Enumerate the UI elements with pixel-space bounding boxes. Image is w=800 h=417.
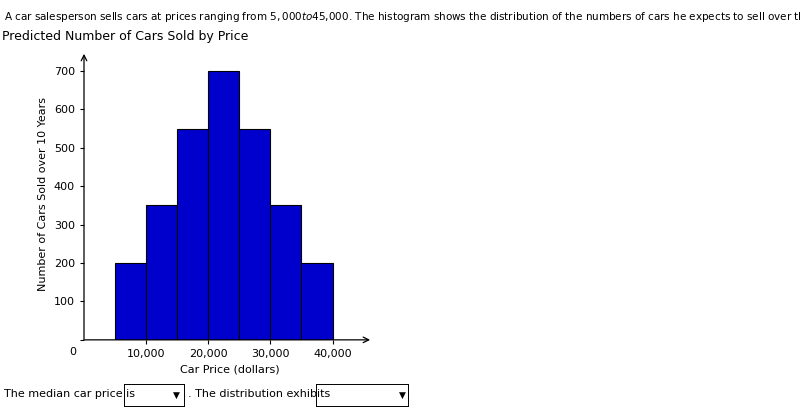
Bar bbox=[270, 206, 302, 340]
Bar bbox=[239, 128, 270, 340]
Text: Predicted Number of Cars Sold by Price: Predicted Number of Cars Sold by Price bbox=[2, 30, 249, 43]
Bar bbox=[115, 263, 146, 340]
Text: ▼: ▼ bbox=[399, 390, 406, 399]
Bar bbox=[208, 71, 239, 340]
Text: . The distribution exhibits: . The distribution exhibits bbox=[188, 389, 330, 399]
X-axis label: Car Price (dollars): Car Price (dollars) bbox=[180, 364, 280, 374]
Text: ▼: ▼ bbox=[174, 390, 180, 399]
Text: The median car price is: The median car price is bbox=[4, 389, 135, 399]
Y-axis label: Number of Cars Sold over 10 Years: Number of Cars Sold over 10 Years bbox=[38, 97, 48, 291]
Bar bbox=[146, 206, 177, 340]
Bar bbox=[302, 263, 333, 340]
Bar bbox=[177, 128, 208, 340]
Text: 0: 0 bbox=[70, 347, 77, 357]
Text: A car salesperson sells cars at prices ranging from $5,000 to $45,000. The histo: A car salesperson sells cars at prices r… bbox=[4, 10, 800, 25]
